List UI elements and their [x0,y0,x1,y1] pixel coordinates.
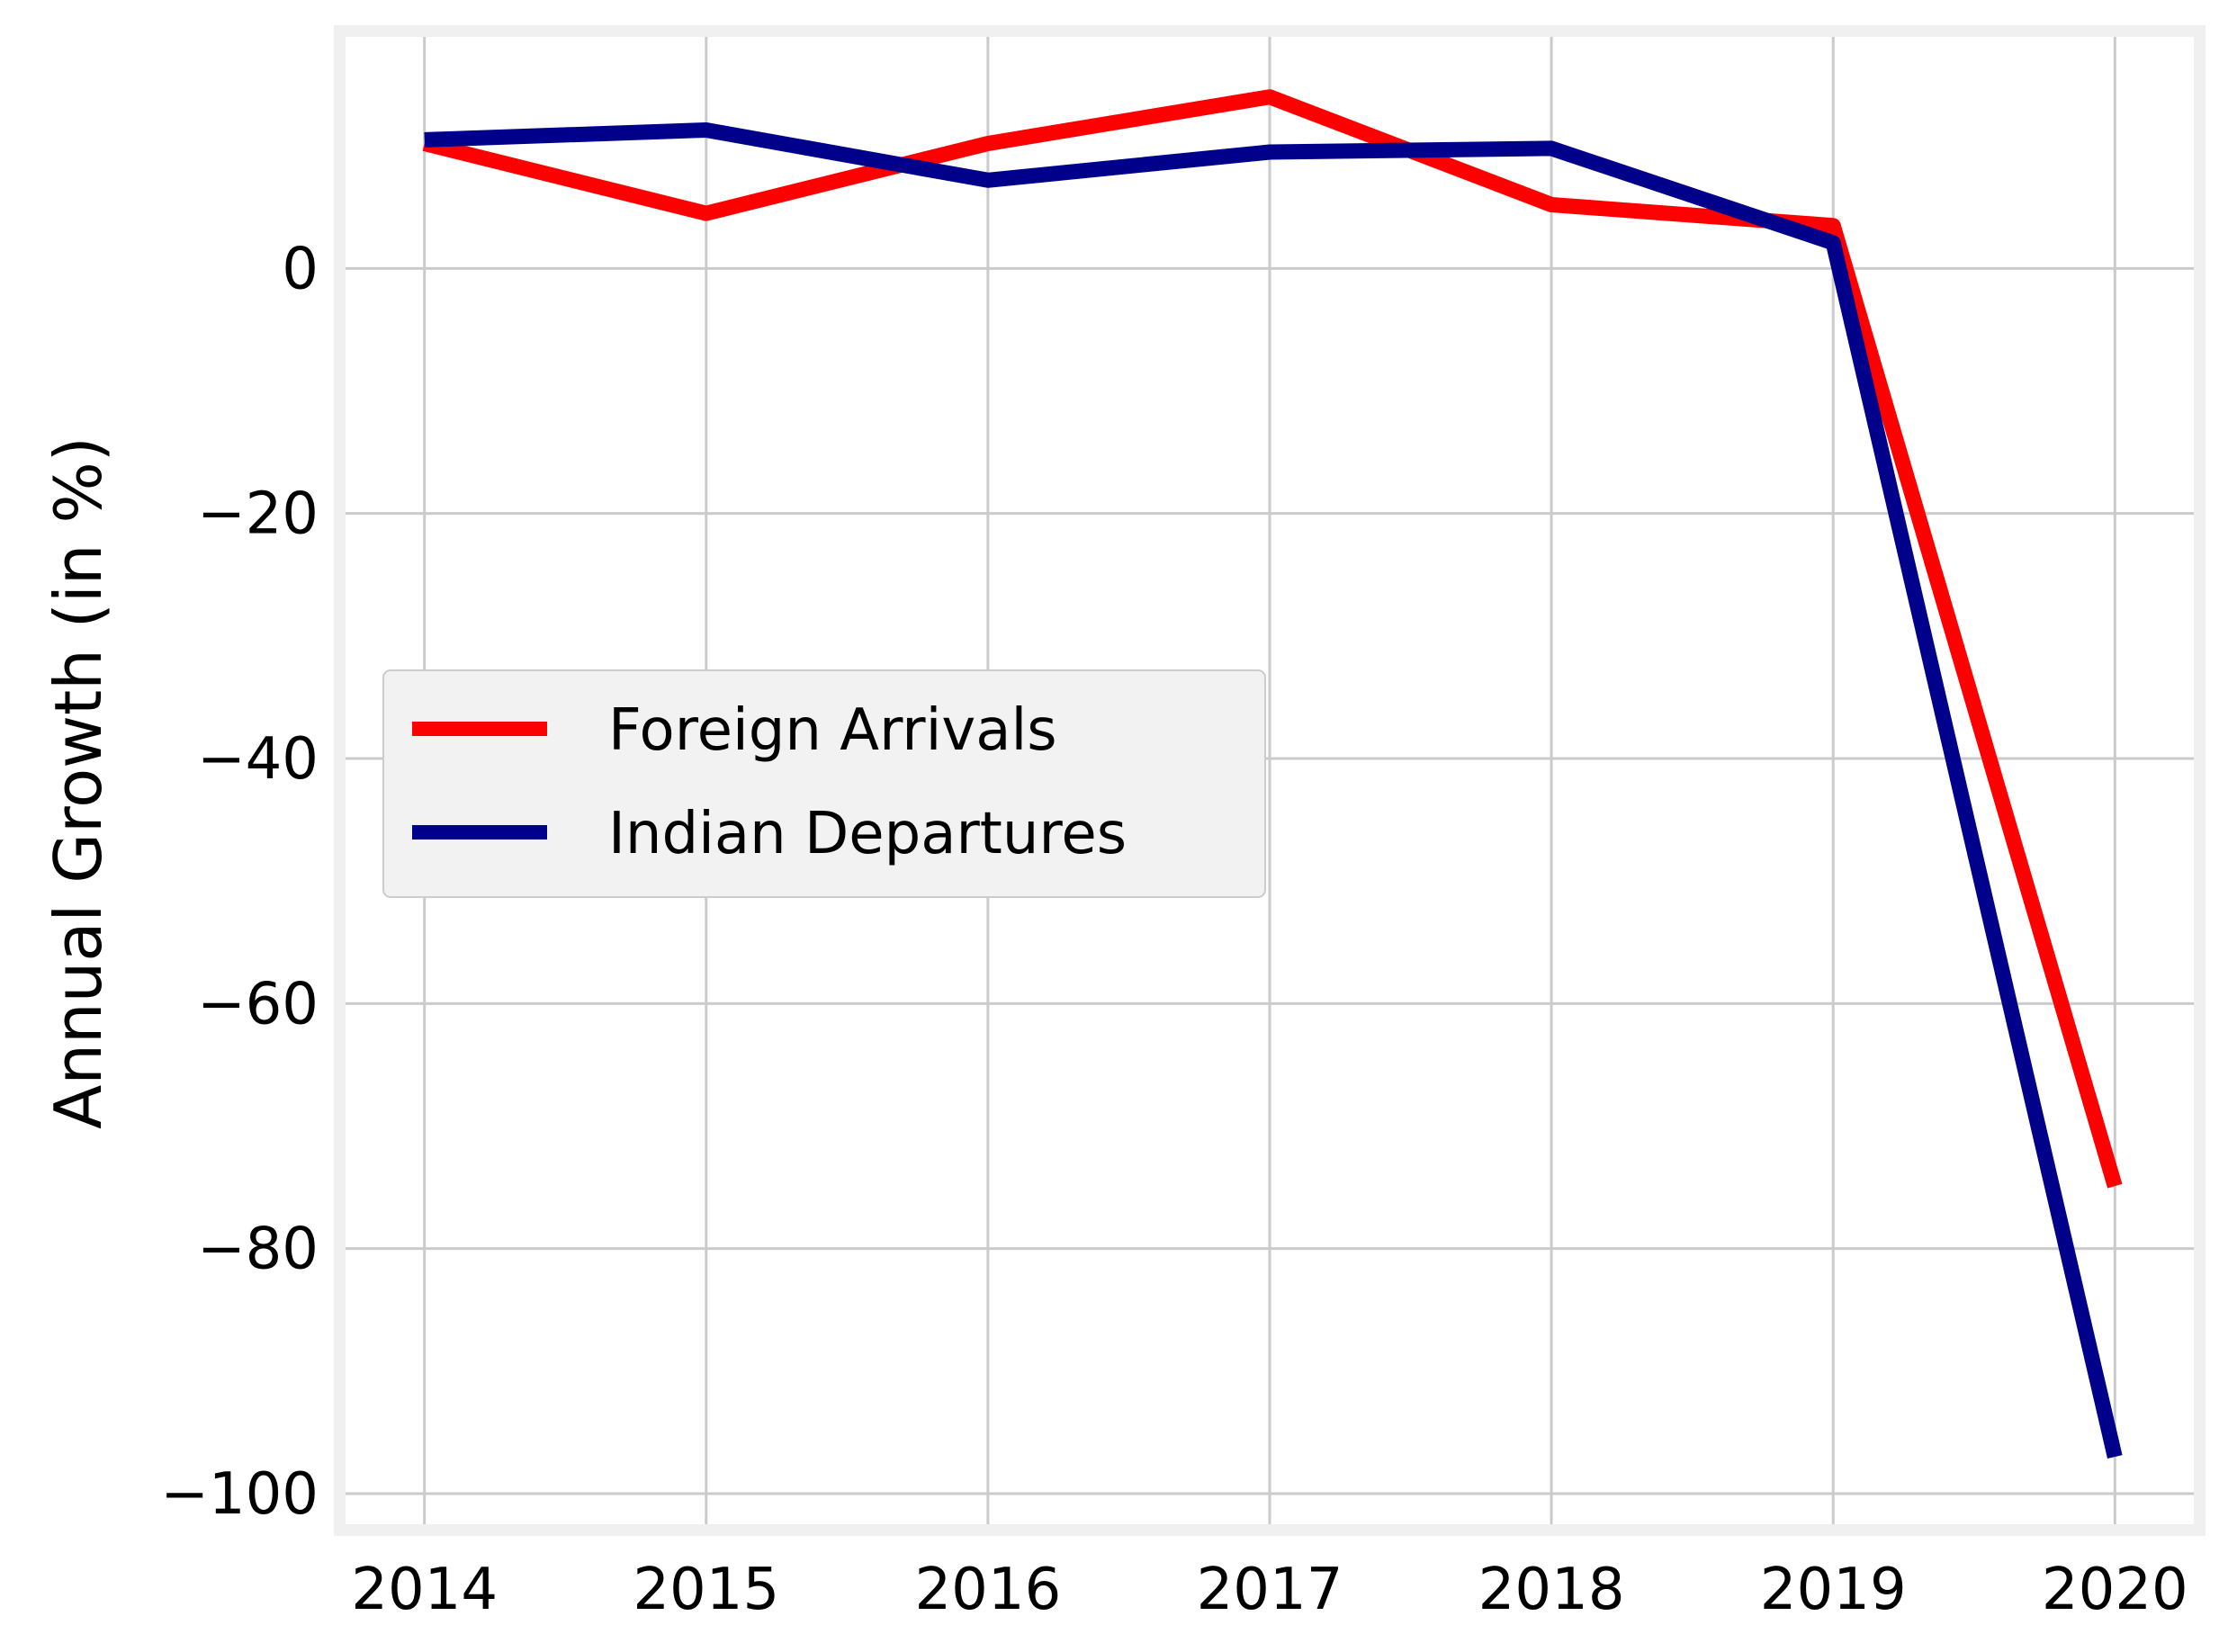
y-tick-label: −100 [160,1461,319,1528]
x-tick-label: 2014 [351,1557,498,1623]
legend: Foreign Arrivals Indian Departures [382,669,1266,898]
y-tick-label: −80 [197,1217,319,1283]
y-tick-label: 0 [282,236,319,302]
x-tick-label: 2020 [2042,1557,2188,1623]
x-tick-label: 2016 [914,1557,1061,1623]
x-tick-label: 2019 [1760,1557,1907,1623]
y-tick-label: −60 [197,971,319,1037]
grid [346,37,2194,1524]
series-lines [422,89,2123,1459]
y-axis-label: Annual Growth (in %) [40,436,116,1129]
series-line-indian-departures [424,122,2123,1459]
x-tick-label: 2018 [1478,1557,1625,1623]
x-tick-label: 2017 [1197,1557,1343,1623]
legend-label-indian-departures: Indian Departures [608,801,1127,867]
series-line-foreign-arrivals [422,89,2123,1189]
x-tick-label: 2015 [633,1557,779,1623]
legend-label-foreign-arrivals: Foreign Arrivals [608,697,1057,764]
tick-labels: 2014 2015 2016 2017 2018 2019 2020 0 −20 −40 −60 −8… [160,236,2188,1623]
y-tick-label: −40 [197,726,319,793]
legend-box [382,669,1266,898]
y-tick-label: −20 [197,481,319,548]
